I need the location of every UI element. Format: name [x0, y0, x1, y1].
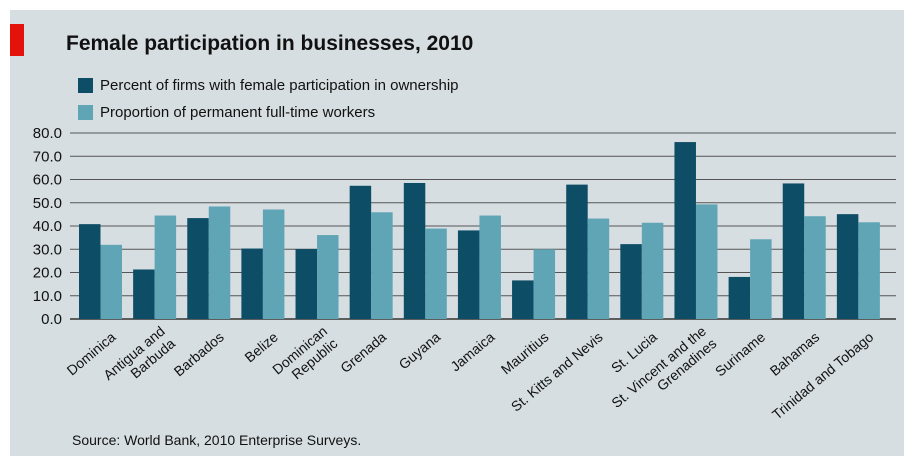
- x-tick-label-line: St. Kitts and Nevis: [508, 329, 606, 415]
- x-tick-label-line: Trinidad and Tobago: [769, 329, 877, 423]
- x-tick-label-line: Guyana: [395, 329, 443, 373]
- x-tick-label-line: Jamaica: [447, 329, 497, 375]
- bar-ownership: [836, 214, 859, 319]
- bar-ownership: [295, 249, 318, 319]
- bar-ownership: [566, 184, 588, 319]
- y-tick-label: 40.0: [33, 218, 62, 235]
- bar-workers: [425, 228, 447, 319]
- brand-tag: [10, 24, 24, 56]
- bar-workers: [317, 235, 339, 319]
- bar-ownership: [79, 224, 101, 319]
- bar-ownership: [620, 244, 642, 319]
- legend-swatch-ownership: [78, 78, 93, 93]
- x-tick-label-line: Suriname: [712, 329, 768, 380]
- bar-workers: [208, 206, 231, 319]
- x-tick-label-line: Grenada: [337, 329, 389, 376]
- bar-workers: [587, 218, 610, 319]
- bar-workers: [154, 215, 177, 319]
- bar-workers: [100, 244, 122, 319]
- bar-workers: [804, 216, 826, 319]
- x-tick-label-line: Barbados: [171, 329, 227, 380]
- bar-workers: [262, 209, 285, 319]
- bar-workers: [641, 222, 664, 319]
- x-tick-label: Suriname: [712, 329, 768, 380]
- x-tick-label: Barbados: [171, 329, 227, 380]
- bar-ownership: [403, 182, 426, 319]
- x-tick-label: St. Vincent and theGrenadines: [608, 323, 719, 424]
- x-tick-label-line: Mauritius: [498, 329, 552, 378]
- y-tick-label: 0.0: [41, 311, 62, 328]
- legend-swatch-workers: [78, 105, 93, 120]
- bar-ownership: [782, 183, 805, 319]
- bar-workers: [695, 204, 718, 319]
- bar-workers: [750, 239, 772, 319]
- bar-ownership: [241, 248, 263, 319]
- bar-workers: [533, 249, 556, 319]
- y-tick-label: 50.0: [33, 195, 62, 212]
- legend-label-workers: Proportion of permanent full-time worker…: [100, 104, 376, 121]
- bar-ownership: [728, 276, 751, 319]
- y-tick-label: 20.0: [33, 265, 62, 282]
- legend-label-ownership: Percent of firms with female participati…: [100, 77, 459, 94]
- bar-ownership: [457, 230, 480, 319]
- x-tick-label: St. Kitts and Nevis: [508, 329, 606, 415]
- y-tick-label: 30.0: [33, 241, 62, 258]
- source-note: Source: World Bank, 2010 Enterprise Surv…: [72, 432, 362, 448]
- x-tick-label: DominicanRepublic: [269, 323, 340, 390]
- y-tick-label: 60.0: [33, 172, 62, 189]
- bar-ownership: [512, 280, 534, 319]
- y-tick-label: 10.0: [33, 288, 62, 305]
- legend-item-workers: Proportion of permanent full-time worker…: [78, 104, 375, 121]
- bar-workers: [858, 222, 880, 319]
- bar-workers: [371, 212, 393, 319]
- y-tick-label: 70.0: [33, 148, 62, 165]
- bar-ownership: [674, 142, 696, 319]
- bar-ownership: [187, 218, 209, 319]
- y-tick-label: 80.0: [33, 125, 62, 142]
- bar-ownership: [133, 269, 155, 319]
- x-tick-label: Trinidad and Tobago: [769, 329, 877, 423]
- x-tick-label: Grenada: [337, 329, 389, 376]
- x-tick-label: Guyana: [395, 329, 443, 373]
- legend-item-ownership: Percent of firms with female participati…: [78, 77, 459, 94]
- x-tick-label: Jamaica: [447, 329, 497, 375]
- bar-workers: [479, 215, 501, 319]
- bar-ownership: [349, 185, 372, 319]
- x-tick-label: Mauritius: [498, 329, 552, 378]
- chart-title: Female participation in businesses, 2010: [66, 32, 474, 55]
